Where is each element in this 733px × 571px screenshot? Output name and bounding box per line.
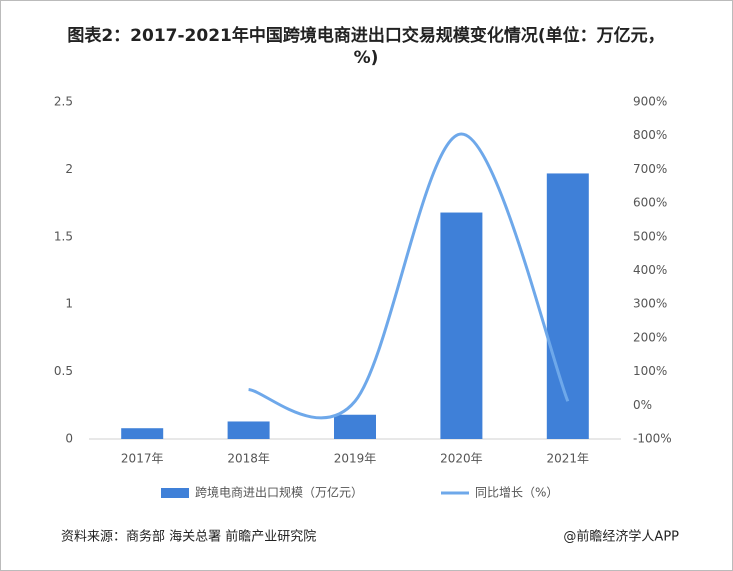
y2-tick-label: 800%: [633, 128, 667, 142]
y-tick-label: 0.5: [54, 364, 73, 378]
bar: [121, 428, 164, 439]
y2-tick-label: -100%: [633, 432, 672, 446]
y2-tick-label: 700%: [633, 162, 667, 176]
bar: [227, 421, 270, 439]
chart-title: 图表2：2017-2021年中国跨境电商进出口交易规模变化情况(单位：万亿元，%…: [67, 26, 665, 68]
x-tick-label: 2018年: [227, 452, 270, 466]
credit: @前瞻经济学人APP: [563, 529, 679, 545]
y2-tick-label: 100%: [633, 364, 667, 378]
legend-swatch: [161, 488, 189, 498]
line: [248, 132, 570, 420]
y2-tick-label: 400%: [633, 263, 667, 277]
y-tick-label: 2.5: [54, 95, 73, 109]
y2-tick-label: 500%: [633, 229, 667, 243]
y2-tick-label: 0%: [633, 398, 652, 412]
x-tick-label: 2020年: [440, 452, 483, 466]
legend-label: 同比增长（%）: [475, 486, 558, 500]
y2-tick-label: 600%: [633, 196, 667, 210]
bar: [334, 414, 376, 439]
y2-tick-label: 300%: [633, 297, 667, 311]
legend-label: 跨境电商进出口规模（万亿元）: [195, 485, 363, 500]
x-tick-label: 2019年: [334, 452, 377, 466]
y2-tick-label: 200%: [633, 330, 667, 344]
bar: [440, 212, 483, 439]
y-tick-label: 1: [65, 297, 73, 311]
source: 资料来源：商务部 海关总署 前瞻产业研究院: [61, 529, 316, 545]
x-tick-label: 2017年: [121, 452, 164, 466]
y-tick-label: 1.5: [54, 229, 73, 243]
y2-tick-label: 900%: [633, 95, 667, 109]
y-tick-label: 2: [65, 162, 73, 176]
x-tick-label: 2021年: [547, 452, 590, 466]
bar: [546, 173, 589, 439]
y-tick-label: 0: [65, 432, 73, 446]
